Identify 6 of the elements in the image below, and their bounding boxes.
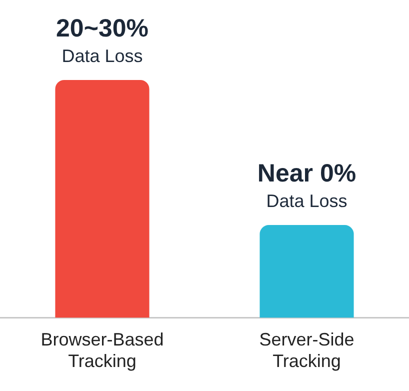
annotation: 20~30% [56,14,148,42]
x-tick-label: Browser-Based Tracking [40,330,164,372]
annotation: Near 0% [257,159,356,188]
annotation: Data Loss [266,191,348,212]
annotation: Data Loss [62,46,143,66]
x-tick-label: Server-Side Tracking [259,330,354,372]
